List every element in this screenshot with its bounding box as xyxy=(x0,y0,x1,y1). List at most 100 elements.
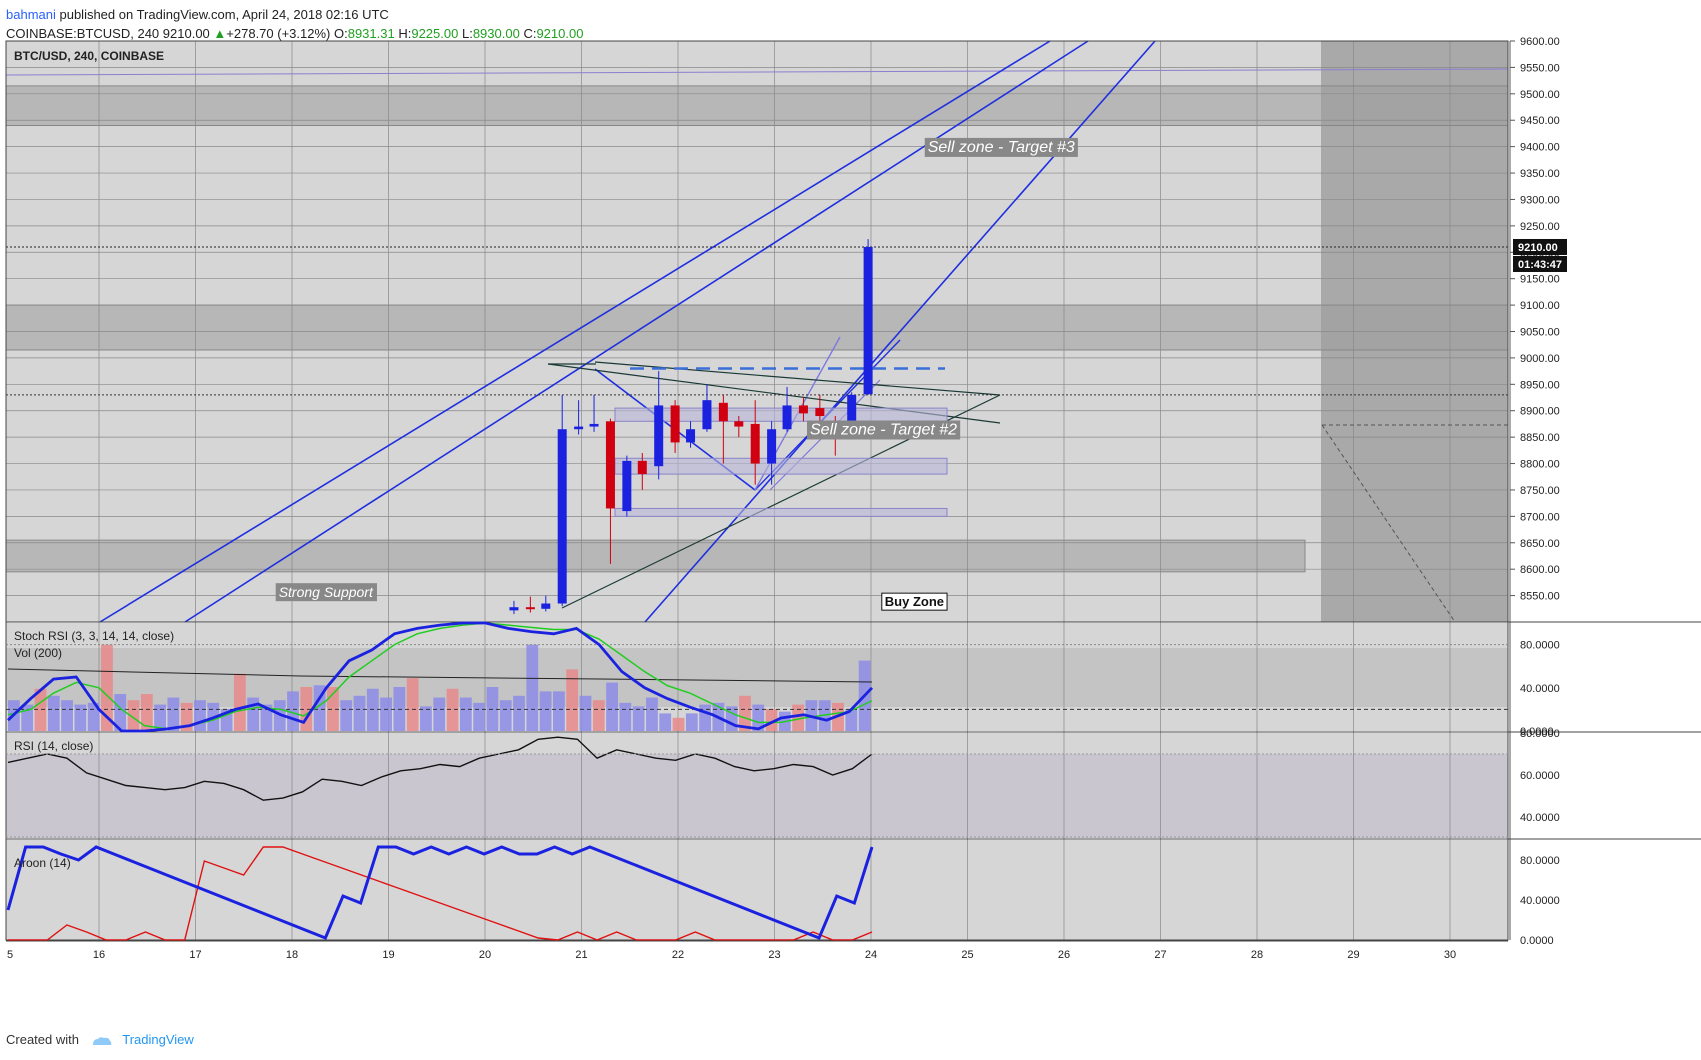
volume-bar xyxy=(632,706,645,731)
annotation-bg xyxy=(275,583,377,602)
candle-body xyxy=(525,607,535,610)
candle-body xyxy=(605,421,615,509)
stoch-tick-label: 40.0000 xyxy=(1520,683,1560,695)
trend-line xyxy=(644,40,1156,623)
volume-bar xyxy=(765,709,778,731)
range-box xyxy=(614,407,948,422)
open-value: 8931.31 xyxy=(347,26,395,41)
volume-bar xyxy=(74,704,87,731)
candle xyxy=(750,400,760,485)
volume-bar xyxy=(513,695,525,731)
x-tick-label: 25 xyxy=(961,949,973,961)
volume-bar xyxy=(699,704,711,731)
candle xyxy=(574,400,584,435)
footer: Created with TradingView xyxy=(6,1032,194,1047)
candle-body xyxy=(509,607,519,611)
countdown-label: 01:43:47 xyxy=(1518,259,1562,271)
stoch-pane-label: Stoch RSI (3, 3, 14, 14, close) xyxy=(14,629,174,643)
publish-text: published on TradingView.com, April 24, … xyxy=(55,7,389,22)
stoch-tick-label: 0.0000 xyxy=(1520,726,1554,738)
x-tick-label: 30 xyxy=(1444,949,1456,961)
candle-body xyxy=(557,429,567,604)
range-box xyxy=(614,507,948,517)
tradingview-logo-icon xyxy=(92,1036,111,1045)
rsi-tick-label: 40.0000 xyxy=(1520,812,1560,824)
indicator-pane-bg-3 xyxy=(6,840,1508,940)
candle xyxy=(509,600,519,615)
x-tick-label: 29 xyxy=(1347,949,1359,961)
x-tick-label: 21 xyxy=(575,949,587,961)
volume-bar xyxy=(313,685,326,731)
aroon-tick-label: 0.0000 xyxy=(1520,935,1554,947)
volume-bar xyxy=(180,702,193,731)
volume-bar xyxy=(406,678,419,731)
chart-title: BTC/USD, 240, COINBASE xyxy=(14,49,164,63)
price-tick-label: 9600.00 xyxy=(1520,36,1560,48)
price-zone xyxy=(5,85,1509,127)
rsi-line xyxy=(7,736,873,801)
candle-body xyxy=(863,246,873,395)
candle xyxy=(686,421,696,448)
range-box xyxy=(614,457,948,475)
candle xyxy=(798,397,808,422)
volume-bar xyxy=(659,713,672,731)
volume-bar xyxy=(420,706,432,731)
volume-bar xyxy=(353,695,366,731)
candle-body xyxy=(686,429,696,443)
price-tick-label: 9400.00 xyxy=(1520,142,1560,154)
volume-bar xyxy=(140,694,153,731)
volume-bar xyxy=(61,700,73,731)
last-price-badge xyxy=(1513,238,1567,255)
annotation-bg xyxy=(807,420,961,440)
x-tick-label: 27 xyxy=(1154,949,1166,961)
x-tick-label: 19 xyxy=(382,949,394,961)
rsi-tick-label: 80.0000 xyxy=(1520,728,1560,740)
author-link[interactable]: bahmani xyxy=(6,7,56,22)
symbol-label: COINBASE:BTCUSD, 240 xyxy=(6,26,160,41)
price-tick-label: 9050.00 xyxy=(1520,327,1560,339)
volume-bar xyxy=(167,697,180,731)
countdown-badge xyxy=(1513,255,1567,272)
candle xyxy=(557,394,567,607)
stoch-band xyxy=(6,648,1508,707)
publish-line: bahmani published on TradingView.com, Ap… xyxy=(6,7,389,22)
x-tick-label: 20 xyxy=(479,949,491,961)
created-with-text: Created with xyxy=(6,1032,79,1047)
ohlc-line: COINBASE:BTCUSD, 240 9210.00 ▲+278.70 (+… xyxy=(6,26,583,41)
price-change: +278.70 (+3.12%) xyxy=(226,26,331,41)
volume-bar xyxy=(619,702,632,731)
candle-body xyxy=(654,405,664,467)
volume-bar xyxy=(646,697,658,731)
grid xyxy=(6,40,1508,940)
x-tick-label: 24 xyxy=(865,949,877,961)
price-tick-label: 9250.00 xyxy=(1520,221,1560,233)
rsi-band xyxy=(6,754,1508,838)
volume-bar xyxy=(327,687,339,731)
candle xyxy=(525,596,535,613)
candle-body xyxy=(798,405,808,414)
high-label: H: xyxy=(398,26,412,41)
candle-body xyxy=(589,423,599,427)
last-price: 9210.00 xyxy=(162,26,210,41)
x-tick-label: 22 xyxy=(672,949,684,961)
tradingview-link[interactable]: TradingView xyxy=(122,1032,194,1047)
price-tick-label: 8950.00 xyxy=(1520,379,1560,391)
x-tick-label: 16 xyxy=(93,949,105,961)
price-tick-label: 9150.00 xyxy=(1520,274,1560,286)
volume-bar xyxy=(114,694,127,731)
candle-body xyxy=(622,460,632,512)
stoch-k-line xyxy=(7,621,874,733)
candle-body xyxy=(541,603,551,609)
stoch-d-line xyxy=(7,622,873,730)
volume-bar xyxy=(499,700,512,731)
aroon-down-line xyxy=(8,846,873,941)
candle xyxy=(605,418,615,564)
thin-trend-line xyxy=(5,68,1509,76)
volume-bar xyxy=(287,691,299,731)
volume-bar xyxy=(606,682,618,731)
volume-bar xyxy=(752,704,765,731)
close-value: 9210.00 xyxy=(536,26,584,41)
volume-bar xyxy=(459,697,472,731)
candle xyxy=(589,394,599,432)
